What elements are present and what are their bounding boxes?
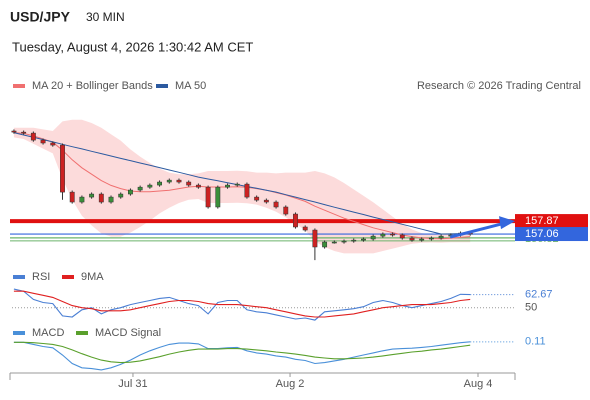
indicator-line <box>13 290 471 318</box>
projection-arrow <box>449 221 506 239</box>
legend-label: MA 20 + Bollinger Bands <box>32 80 153 92</box>
candle-body <box>419 238 425 241</box>
level-label: 157.87 <box>525 215 559 227</box>
candle-body <box>331 241 337 244</box>
candle-body <box>157 181 163 186</box>
candle-body <box>234 183 240 186</box>
candle-body <box>244 183 250 198</box>
candle-body <box>302 226 308 231</box>
candle-body <box>195 184 201 188</box>
legend-swatch <box>13 331 25 335</box>
candle-body <box>21 131 27 134</box>
candle-body <box>438 235 444 239</box>
candle-body <box>11 130 17 133</box>
legend-swatch <box>13 84 25 88</box>
datetime: Tuesday, August 4, 2026 1:30:42 AM CET <box>12 39 253 54</box>
candle-body <box>69 191 75 203</box>
level-label: 157.06 <box>525 228 559 240</box>
legend-swatch <box>13 275 25 279</box>
candle-body <box>263 199 269 203</box>
candle-body <box>215 186 221 208</box>
candle-body <box>428 237 434 240</box>
candle-body <box>118 193 124 198</box>
candle-body <box>30 132 36 141</box>
y-tick-label: 50 <box>525 302 537 314</box>
candle-body <box>60 144 65 193</box>
candle-body <box>166 179 172 183</box>
legend-swatch <box>62 275 74 279</box>
candle-body <box>399 234 405 239</box>
candle-body <box>409 237 415 241</box>
candle-body <box>176 179 182 183</box>
timeframe: 30 MIN <box>86 10 125 24</box>
candle-body <box>89 193 95 198</box>
candle-body <box>205 186 211 208</box>
last-value-label: 0.11 <box>525 336 546 348</box>
candle-body <box>370 235 376 240</box>
legend-label: MACD Signal <box>95 327 161 339</box>
candle-body <box>50 142 56 146</box>
indicator-line <box>13 341 471 364</box>
symbol: USD/JPY <box>10 9 71 25</box>
legend-swatch <box>76 331 88 335</box>
last-value-label: 62.67 <box>525 289 553 301</box>
candle-body <box>137 186 143 191</box>
legend-label: MACD <box>32 327 64 339</box>
candle-body <box>322 241 328 248</box>
candle-body <box>254 196 260 201</box>
candle-body <box>293 213 298 228</box>
legend-label: MA 50 <box>175 80 206 92</box>
candle-body <box>108 196 114 203</box>
candle-body <box>312 229 318 248</box>
candle-body <box>40 139 46 144</box>
candle-body <box>351 239 357 242</box>
level-label-box <box>515 214 588 229</box>
projection-arrow-head <box>499 216 515 230</box>
candle-body <box>273 201 279 208</box>
candle-body <box>147 184 153 188</box>
x-tick-label: Aug 4 <box>464 378 493 390</box>
candle-body <box>380 233 386 237</box>
ma-line <box>13 132 471 240</box>
level-label-box <box>515 227 588 242</box>
legend-label: RSI <box>32 271 50 283</box>
candle-body <box>390 233 396 236</box>
candle-body <box>186 181 192 186</box>
legend-swatch <box>156 84 168 88</box>
candle-body <box>361 238 366 241</box>
x-tick-label: Aug 2 <box>276 378 305 390</box>
candle-body <box>341 240 347 243</box>
candle-body <box>283 206 289 215</box>
candle-body <box>98 193 104 203</box>
candle-body <box>128 189 133 195</box>
credit: Research © 2026 Trading Central <box>417 80 581 92</box>
candle-body <box>225 184 230 188</box>
legend-label: 9MA <box>81 271 104 283</box>
candle-body <box>79 196 85 203</box>
x-tick-label: Jul 31 <box>118 378 147 390</box>
ma-line <box>13 132 471 235</box>
